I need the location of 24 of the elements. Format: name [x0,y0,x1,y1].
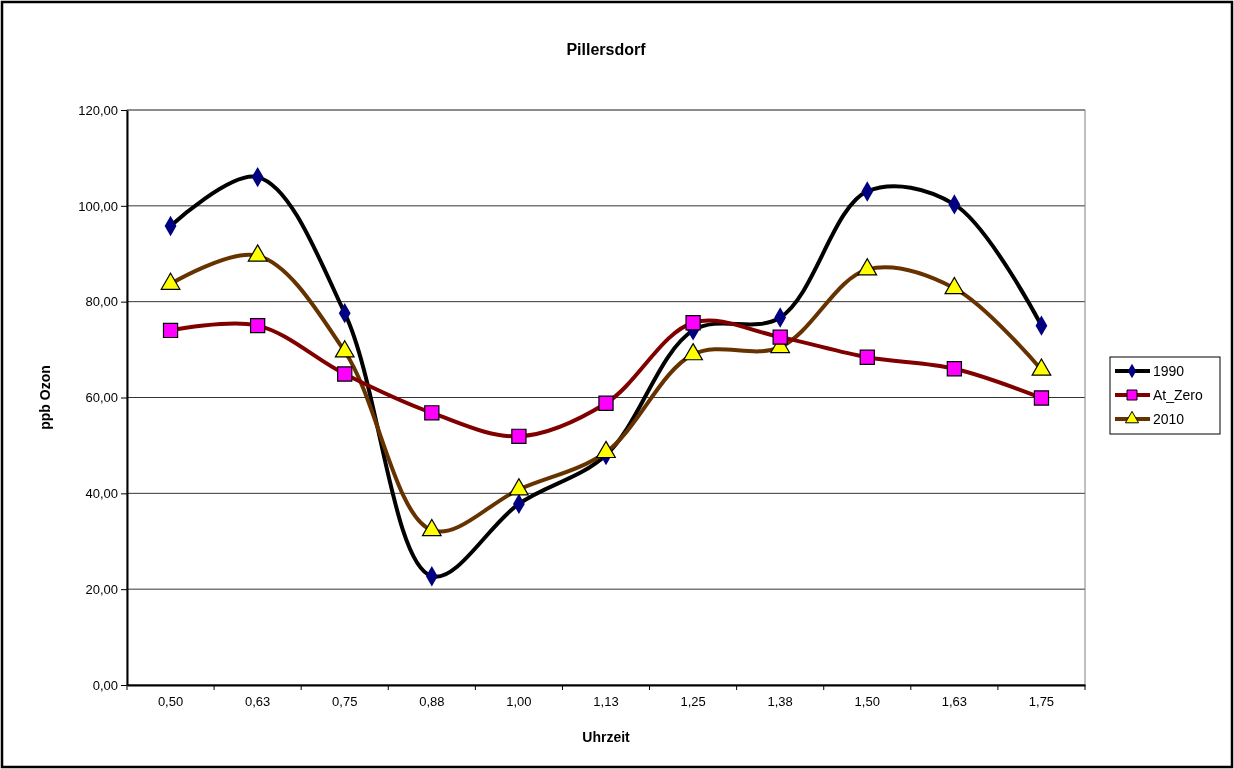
x-tick-label: 0,88 [419,694,445,710]
legend-label: 2010 [1153,411,1185,427]
y-tick-label: 80,00 [85,294,118,310]
y-tick-label: 100,00 [78,198,118,214]
x-tick-label: 1,38 [767,694,793,710]
x-tick-label: 1,00 [506,694,532,710]
chart-title: Pillersdorf [566,41,647,58]
legend-label: At_Zero [1153,387,1204,403]
x-tick-label: 0,63 [244,694,271,710]
x-tick-label: 1,75 [1028,694,1055,710]
x-tick-label: 1,50 [854,694,880,710]
y-tick-label: 20,00 [85,581,118,597]
x-tick-label: 1,13 [593,694,619,710]
x-tick-label: 1,63 [941,694,968,710]
x-axis-title: Uhrzeit [582,729,631,745]
y-axis-title: ppb Ozon [37,365,53,430]
y-tick-label: 0,00 [92,677,118,693]
x-tick-label: 0,50 [157,694,184,710]
x-tick-label: 1,25 [680,694,706,710]
y-tick-label: 120,00 [78,102,118,118]
x-tick-label: 0,75 [332,694,358,710]
y-tick-label: 40,00 [85,485,118,501]
legend-label: 1990 [1153,363,1185,379]
y-tick-label: 60,00 [85,390,118,406]
